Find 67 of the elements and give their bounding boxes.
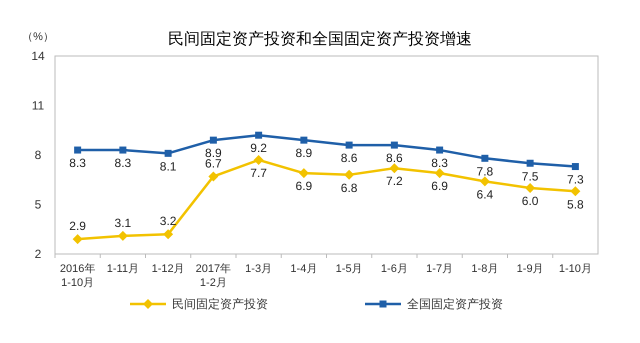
data-label: 7.2 bbox=[386, 174, 403, 188]
point bbox=[300, 136, 308, 144]
y-tick-label: 8 bbox=[34, 148, 42, 162]
point bbox=[390, 142, 398, 149]
x-tick-label: 1-10月 bbox=[558, 263, 592, 275]
data-label: 7.3 bbox=[567, 172, 584, 187]
x-tick-label: 1-8月 bbox=[471, 263, 498, 275]
y-tick-label: 5 bbox=[34, 198, 42, 212]
point bbox=[434, 168, 445, 178]
point bbox=[346, 142, 353, 149]
point bbox=[572, 163, 579, 170]
data-label: 9.2 bbox=[250, 141, 267, 156]
data-label: 8.3 bbox=[69, 156, 86, 170]
data-label: 8.9 bbox=[296, 146, 312, 160]
y-tick-label: 11 bbox=[32, 98, 45, 112]
x-tick-label: 2017年 1-2月 bbox=[196, 263, 232, 289]
data-label: 6.4 bbox=[476, 187, 494, 202]
data-label: 8.6 bbox=[340, 151, 358, 166]
x-tick-label: 1-7月 bbox=[426, 263, 454, 275]
point bbox=[480, 176, 490, 186]
point bbox=[255, 132, 262, 139]
x-tick-label: 1-9月 bbox=[516, 263, 544, 275]
x-tick-label: 1-6月 bbox=[380, 263, 408, 275]
point bbox=[72, 234, 83, 244]
y-tick-label: 2 bbox=[34, 247, 42, 261]
data-label: 8.3 bbox=[431, 156, 448, 170]
data-label: 7.5 bbox=[522, 169, 538, 184]
point bbox=[298, 168, 309, 178]
legend-label: 全国固定资产投资 bbox=[407, 297, 503, 311]
data-label: 5.8 bbox=[567, 197, 584, 212]
data-label: 8.6 bbox=[386, 151, 403, 166]
chart-title: 民间固定资产投资和全国固定资产投资增速 bbox=[168, 30, 472, 48]
point bbox=[118, 230, 128, 241]
x-tick-label: 2016年 1-10月 bbox=[60, 263, 96, 289]
x-tick-label: 1-5月 bbox=[336, 263, 363, 275]
x-tick-label: 1-3月 bbox=[245, 263, 272, 275]
data-label: 6.9 bbox=[296, 179, 312, 194]
x-tick-label: 1-12月 bbox=[152, 263, 185, 275]
point bbox=[526, 160, 534, 167]
point bbox=[254, 154, 264, 165]
x-tick-label: 1-4月 bbox=[290, 263, 318, 275]
data-label: 8.3 bbox=[114, 156, 132, 170]
data-label: 6.0 bbox=[522, 194, 538, 208]
data-label: 3.2 bbox=[160, 214, 176, 228]
point bbox=[344, 170, 354, 180]
point bbox=[436, 146, 444, 154]
point bbox=[481, 154, 488, 162]
data-label: 2.9 bbox=[69, 219, 86, 234]
data-label: 6.8 bbox=[340, 180, 358, 195]
x-tick-label: 1-11月 bbox=[106, 263, 139, 275]
y-tick-label: 14 bbox=[31, 49, 45, 63]
point bbox=[208, 171, 218, 182]
data-label: 8.1 bbox=[160, 159, 176, 174]
data-label: 7.7 bbox=[250, 166, 267, 180]
point bbox=[389, 163, 400, 174]
point bbox=[570, 186, 580, 196]
point bbox=[525, 183, 536, 193]
legend-label: 民间固定资产投资 bbox=[172, 297, 268, 311]
y-axis-title: （%） bbox=[22, 31, 54, 43]
point bbox=[74, 146, 82, 154]
point bbox=[164, 150, 172, 157]
data-label: 7.8 bbox=[476, 164, 494, 178]
point bbox=[119, 146, 126, 154]
point bbox=[163, 229, 174, 240]
data-label: 6.9 bbox=[431, 179, 448, 194]
point bbox=[210, 136, 217, 144]
data-label: 3.1 bbox=[114, 216, 132, 230]
